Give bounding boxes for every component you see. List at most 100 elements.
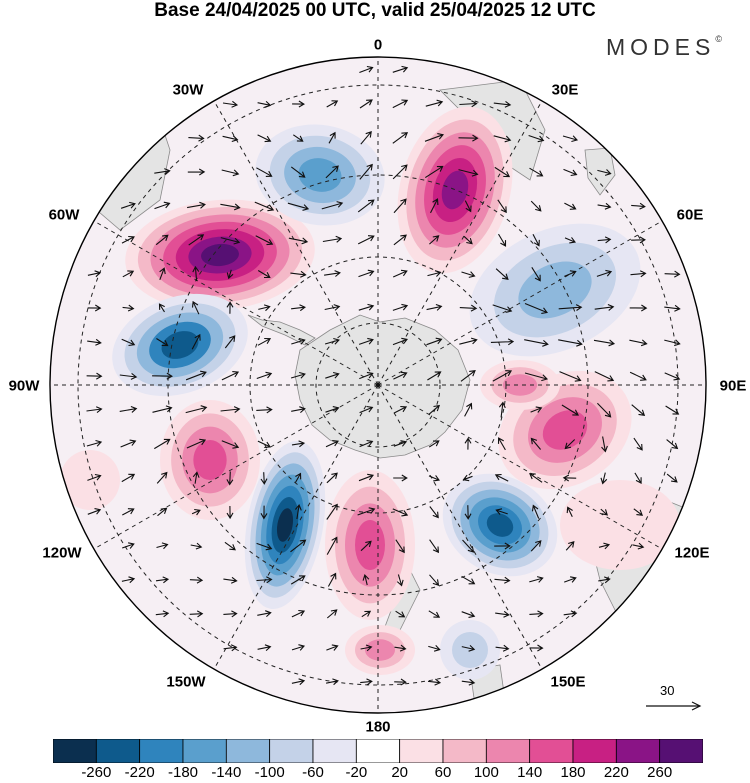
wind-arrow xyxy=(564,270,577,277)
colorbar-tick-label: -180 xyxy=(167,764,199,781)
wind-arrow xyxy=(597,402,612,418)
wind-arrow xyxy=(429,506,439,519)
wind-arrow xyxy=(185,370,207,381)
wind-arrow xyxy=(287,202,310,211)
wind-arrow xyxy=(524,372,549,382)
wind-arrow xyxy=(666,473,678,483)
wind-arrow xyxy=(257,440,272,449)
wind-arrow xyxy=(291,609,306,618)
wind-arrow xyxy=(598,542,611,550)
anomaly-contour xyxy=(365,639,395,661)
wind-arrow xyxy=(532,234,540,247)
wind-arrow xyxy=(497,437,506,451)
wind-arrow xyxy=(558,339,583,347)
antarctica-land xyxy=(294,314,471,459)
colorbar-swatch xyxy=(442,739,487,763)
wind-arrow xyxy=(392,269,408,278)
vector-scale-label: 30 xyxy=(660,683,675,698)
wind-arrow xyxy=(393,234,407,246)
wind-arrow xyxy=(424,133,445,142)
wind-arrow xyxy=(631,236,646,244)
wind-arrow xyxy=(326,503,338,520)
lon-label-90w: 90W xyxy=(8,377,40,395)
meridian-line xyxy=(91,384,379,551)
colorbar-swatch xyxy=(312,739,357,763)
wind-arrow xyxy=(425,99,444,107)
wind-arrow xyxy=(392,303,409,311)
wind-arrow xyxy=(325,406,340,413)
colorbar-tick-label: -100 xyxy=(254,764,285,781)
wind-arrow xyxy=(358,269,375,278)
meridian-line xyxy=(212,384,379,672)
lon-label-30e: 30E xyxy=(551,81,579,99)
wind-arrow xyxy=(464,402,473,417)
wind-arrow xyxy=(428,645,441,652)
wind-arrow xyxy=(221,371,240,381)
colorbar-tick-label: -260 xyxy=(81,764,112,781)
wind-arrow xyxy=(224,335,236,349)
wind-arrow xyxy=(186,438,207,449)
wind-arrow xyxy=(530,200,542,212)
wind-arrow xyxy=(597,169,612,176)
colorbar-tick-label: 220 xyxy=(603,764,629,781)
wind-arrow xyxy=(86,372,103,380)
wind-arrow xyxy=(291,644,306,651)
colorbar-tick-label: -140 xyxy=(211,764,242,781)
wind-arrow xyxy=(464,437,472,450)
wind-arrow xyxy=(87,508,102,515)
anomaly-contour xyxy=(298,158,342,192)
wind-arrow xyxy=(256,406,273,414)
wind-arrow xyxy=(632,542,645,550)
wind-arrow xyxy=(359,65,374,74)
anomaly-contour xyxy=(193,440,227,480)
wind-arrow xyxy=(326,100,339,108)
wind-arrow xyxy=(597,202,612,210)
wind-arrow xyxy=(122,304,135,312)
wind-arrow xyxy=(494,576,511,584)
wind-arrow xyxy=(464,505,472,520)
lon-label-150w: 150W xyxy=(166,673,206,691)
wind-arrow xyxy=(257,644,272,652)
wind-arrow xyxy=(87,304,102,312)
wind-arrow xyxy=(430,198,439,214)
wind-arrow xyxy=(530,540,542,552)
wind-arrow xyxy=(562,474,577,482)
wind-arrow xyxy=(594,303,615,311)
lon-label-30w: 30W xyxy=(172,81,204,99)
wind-arrow xyxy=(593,339,616,347)
wind-arrow xyxy=(321,201,344,210)
lon-label-0: 0 xyxy=(373,36,383,54)
wind-arrow xyxy=(292,100,305,108)
wind-arrow xyxy=(119,405,138,413)
wind-arrow xyxy=(156,338,169,347)
wind-arrow xyxy=(461,271,476,278)
wind-arrow xyxy=(498,401,506,418)
wind-arrow xyxy=(428,404,441,415)
wind-arrow xyxy=(429,235,440,245)
wind-arrow xyxy=(392,508,409,517)
wind-arrow xyxy=(224,541,236,551)
wind-arrow xyxy=(254,201,275,212)
wind-arrow xyxy=(191,508,201,516)
wind-arrow xyxy=(529,576,544,583)
wind-arrow xyxy=(463,235,473,245)
wind-arrow xyxy=(427,270,442,277)
wind-arrow xyxy=(154,201,171,210)
wind-arrow xyxy=(665,405,680,415)
wind-arrow xyxy=(629,304,648,312)
wind-arrow xyxy=(87,473,102,481)
meridian-line xyxy=(377,98,544,386)
wind-arrow xyxy=(256,542,273,551)
wind-arrow xyxy=(359,439,374,448)
wind-arrow xyxy=(559,371,582,382)
colorbar-swatch xyxy=(53,739,97,763)
wind-arrow xyxy=(157,507,168,517)
wind-arrow xyxy=(429,539,440,554)
wind-arrow xyxy=(290,575,306,585)
wind-arrow xyxy=(290,166,306,178)
wind-arrow xyxy=(359,163,373,180)
wind-arrow xyxy=(325,165,339,179)
colorbar-swatch xyxy=(485,739,531,763)
wind-arrow xyxy=(220,203,241,211)
wind-arrow xyxy=(461,575,476,585)
